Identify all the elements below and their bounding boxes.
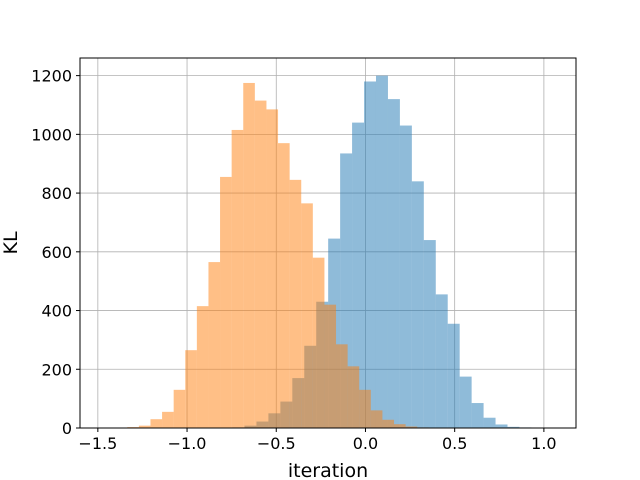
histogram-bar-series-1 [447, 323, 460, 428]
histogram-bar-series-2 [220, 176, 232, 428]
axis-ticks: −1.5 −1.0 −0.5 0.0 0.5 1.0 0 200 400 600 800 1000 12… [31, 67, 556, 453]
histogram-bar-series-1 [411, 181, 424, 428]
x-tick-label: 1.0 [531, 434, 556, 453]
histogram-bar-series-2 [254, 100, 267, 428]
histogram-bar-series-1 [364, 81, 376, 428]
x-tick-label: −0.5 [257, 434, 296, 453]
histogram-bar-series-2 [231, 129, 244, 428]
histogram-bar-series-1 [387, 99, 400, 428]
histogram-bar-series-2 [138, 425, 151, 428]
histogram-bar-series-2 [278, 143, 290, 428]
histogram-bar-series-1 [340, 153, 353, 428]
histogram-bar-series-2 [370, 410, 383, 428]
histogram-bar-series-2 [243, 82, 255, 428]
histogram-bar-series-2 [208, 262, 221, 428]
x-tick-label: 0.5 [442, 434, 467, 453]
histogram-bar-series-2 [162, 411, 174, 428]
histogram-bar-series-2 [173, 389, 186, 428]
histogram-bar-series-2 [150, 419, 163, 428]
x-tick-label: 0.0 [353, 434, 378, 453]
histogram-bar-series-2 [301, 203, 313, 428]
histogram-bar-series-1 [423, 240, 436, 428]
histogram-bar-series-1 [435, 294, 448, 428]
histogram-bar-series-2 [336, 344, 348, 428]
histogram-bar-series-2 [266, 109, 279, 428]
histogram-bar-series-2 [312, 257, 325, 428]
x-tick-label: −1.0 [168, 434, 207, 453]
y-tick-label: 1200 [31, 67, 72, 86]
y-tick-label: 600 [41, 243, 72, 262]
histogram-bar-series-2 [324, 304, 337, 428]
histogram-bar-series-2 [382, 419, 395, 428]
histogram-bar-series-1 [352, 122, 365, 428]
y-tick-label: 200 [41, 360, 72, 379]
histogram-bar-series-1 [375, 75, 388, 428]
histogram-bar-series-2 [394, 424, 406, 428]
histogram-bar-series-1 [483, 417, 496, 428]
histogram-bar-series-1 [399, 125, 412, 429]
histogram-bar-series-1 [495, 424, 508, 428]
y-axis-label: KL [0, 231, 22, 254]
y-tick-label: 400 [41, 302, 72, 321]
y-tick-label: 0 [62, 419, 72, 438]
histogram-bar-series-2 [289, 179, 302, 428]
histogram-bars [127, 75, 556, 429]
y-tick-label: 1000 [31, 125, 72, 144]
plot-frame [79, 57, 577, 429]
x-axis-label: iteration [288, 460, 368, 480]
histogram-bar-series-1 [471, 403, 484, 428]
y-tick-label: 800 [41, 184, 72, 203]
histogram-bar-series-1 [459, 376, 472, 428]
histogram-bar-series-2 [405, 426, 418, 428]
histogram-bar-series-2 [185, 350, 197, 428]
histogram-bar-series-2 [196, 306, 209, 428]
x-tick-label: −1.5 [78, 434, 117, 453]
histogram-bar-series-2 [347, 366, 360, 428]
histogram-bar-series-1 [507, 426, 520, 428]
histogram-bar-series-2 [359, 389, 371, 428]
